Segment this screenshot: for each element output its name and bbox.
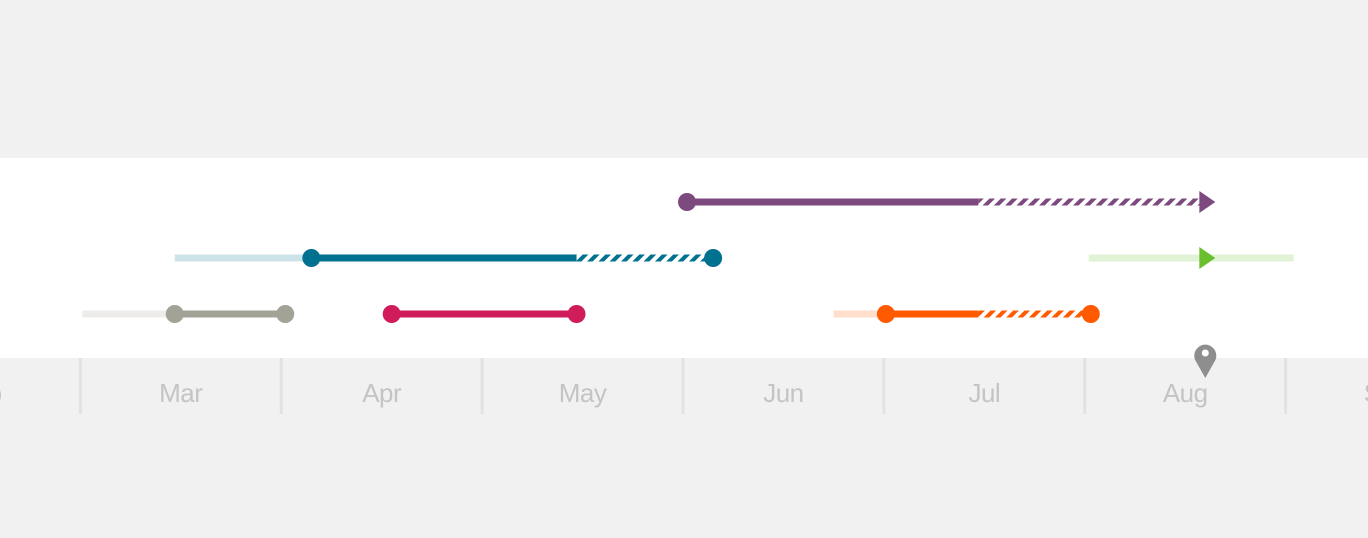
month-label: Aug: [1163, 378, 1208, 408]
start-dot: [165, 305, 184, 323]
start-dot: [876, 305, 895, 323]
end-dot: [1081, 305, 1100, 323]
timeline-bar: [174, 249, 723, 267]
end-dot: [567, 305, 586, 323]
progress-hatched: [978, 310, 1091, 318]
start-dot: [678, 193, 697, 211]
end-arrow: [1199, 247, 1216, 269]
end-arrow: [1199, 191, 1216, 213]
timeline-bar: [678, 191, 1216, 213]
timeline-bar: [382, 305, 586, 323]
progress-hatched: [576, 254, 714, 262]
progress-hatched: [978, 198, 1202, 206]
today-marker: [1194, 344, 1217, 378]
start-dot: [382, 305, 401, 323]
end-dot: [704, 249, 723, 267]
end-dot: [276, 305, 295, 323]
timeline-bar: [1088, 247, 1294, 269]
timeline-bar: [833, 305, 1100, 323]
month-label: Feb: [0, 378, 2, 408]
month-label: May: [559, 378, 607, 408]
timeline-bar: [82, 305, 295, 323]
month-label: Sep: [1364, 378, 1368, 408]
start-dot: [302, 249, 321, 267]
month-label: Jul: [968, 378, 1000, 408]
month-label: Apr: [362, 378, 402, 408]
month-label: Mar: [159, 378, 203, 408]
month-label: Jun: [763, 378, 803, 408]
